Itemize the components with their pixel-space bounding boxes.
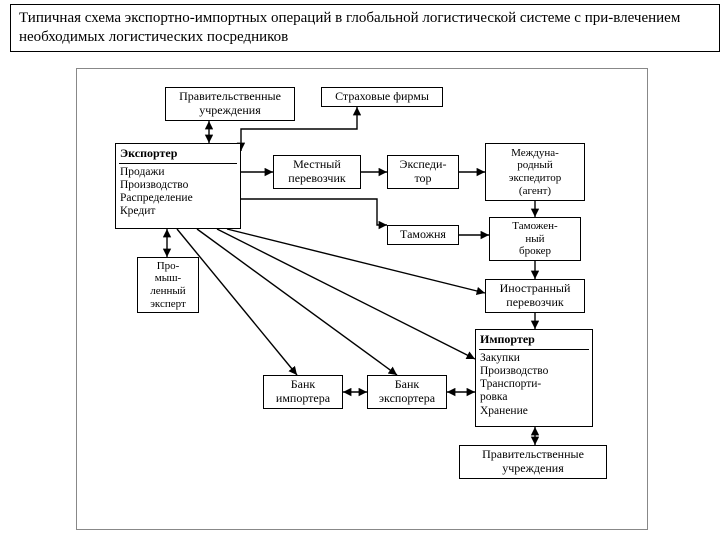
edge-exporter-importer (217, 229, 475, 359)
node-exporter: ЭкспортерПродажи Производство Распределе… (115, 143, 241, 229)
node-gov2: Правительственные учреждения (459, 445, 607, 479)
node-insurance: Страховые фирмы (321, 87, 443, 107)
node-broker: Таможен- ный брокер (489, 217, 581, 261)
node-customs: Таможня (387, 225, 459, 245)
node-bank_exp: Банк экспортера (367, 375, 447, 409)
node-importer: ИмпортерЗакупки Производство Транспорти-… (475, 329, 593, 427)
diagram-title: Типичная схема экспортно-импортных опера… (10, 4, 720, 52)
node-local_carrier: Местный перевозчик (273, 155, 361, 189)
edge-exporter-customs (241, 199, 387, 225)
node-bank_imp: Банк импортера (263, 375, 343, 409)
node-gov1: Правительственные учреждения (165, 87, 295, 121)
node-forwarder: Экспеди- тор (387, 155, 459, 189)
edge-exporter-bank_exp (197, 229, 397, 375)
node-intl_forwarder: Междуна- родный экспедитор (агент) (485, 143, 585, 201)
node-expert: Про- мыш- ленный эксперт (137, 257, 199, 313)
node-foreign_carrier: Иностранный перевозчик (485, 279, 585, 313)
flowchart-area: Правительственные учреждения Страховые фи… (76, 68, 648, 530)
